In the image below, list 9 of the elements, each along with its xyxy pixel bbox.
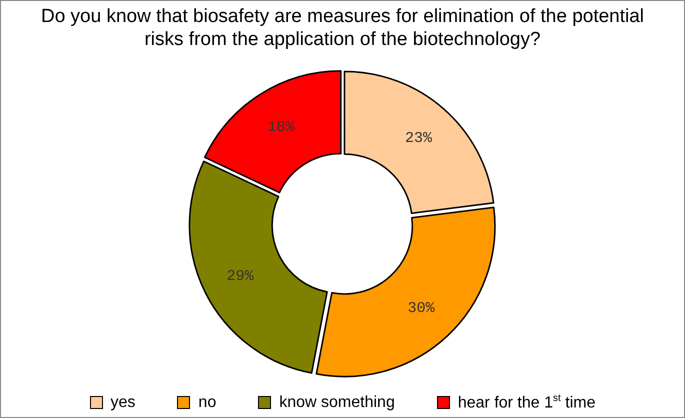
legend-label: no [198,394,216,412]
data-label: 18% [267,118,296,136]
data-label: 29% [226,268,255,286]
legend-label: yes [110,394,136,412]
legend-label: hear for the 1$^{st}$ time [458,393,596,412]
data-label: 23% [405,130,433,147]
legend-label: know something [279,394,395,412]
data-label: 30% [408,300,436,317]
chart-title: Do you know that biosafety are measures for elimination of the potential risks from the application of the biotechnology? [40,5,646,51]
